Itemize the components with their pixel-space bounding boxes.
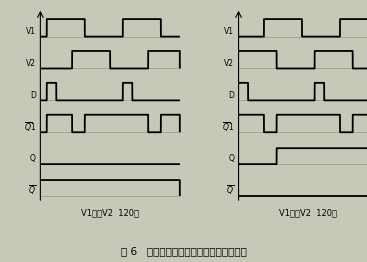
Text: $\overline{Q}$: $\overline{Q}$ [28,184,36,197]
Text: 图 6   相位鉴别及驱动信号产生电路波形图: 图 6 相位鉴别及驱动信号产生电路波形图 [121,247,246,256]
Text: D: D [30,91,36,100]
Text: V1: V1 [224,27,234,36]
Text: Q: Q [228,154,234,163]
Text: V2: V2 [26,59,36,68]
Text: $\overline{Q}$: $\overline{Q}$ [226,184,234,197]
Text: V2: V2 [224,59,234,68]
Text: V1超前V2  120度: V1超前V2 120度 [81,208,139,217]
Text: $\overline{Q}$1: $\overline{Q}$1 [24,121,36,134]
Text: V1滞后V2  120度: V1滞后V2 120度 [279,208,337,217]
Text: V1: V1 [26,27,36,36]
Text: Q: Q [30,154,36,163]
Text: D: D [228,91,234,100]
Text: $\overline{Q}$1: $\overline{Q}$1 [222,121,234,134]
